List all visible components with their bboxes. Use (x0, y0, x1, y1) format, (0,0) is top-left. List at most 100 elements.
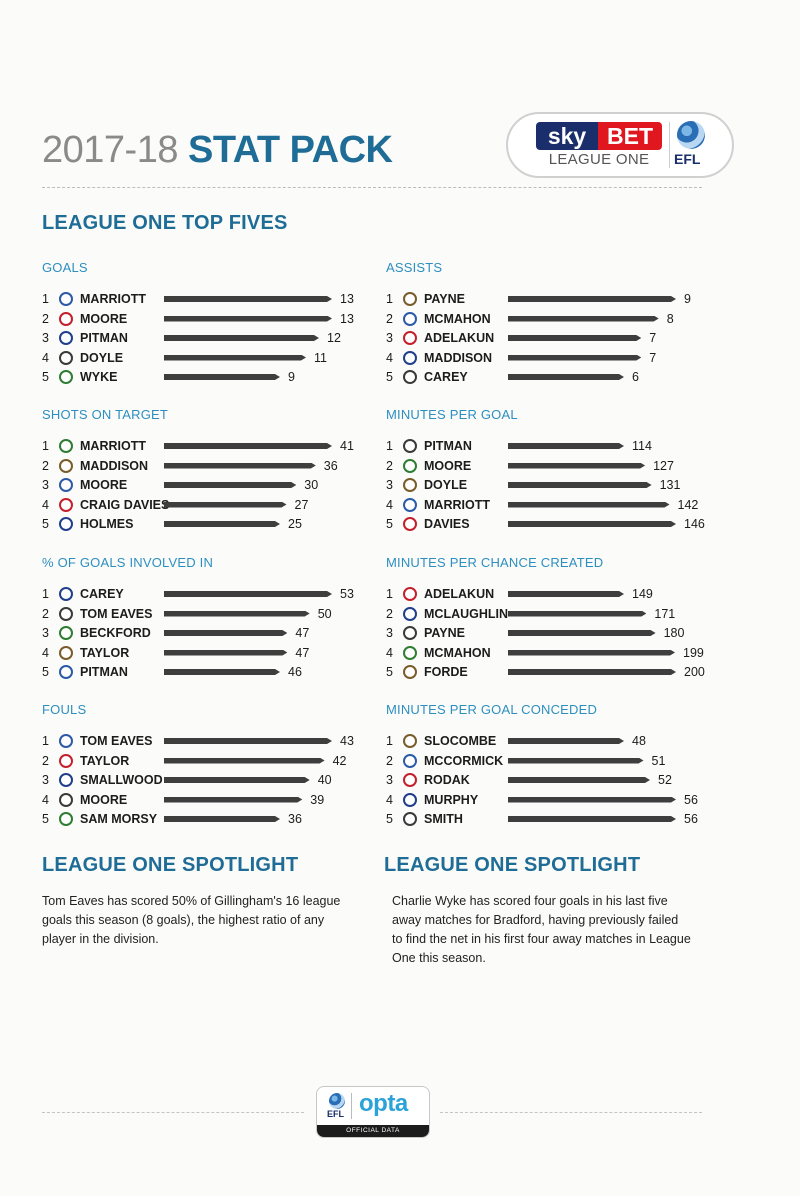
stat-bar (164, 738, 332, 744)
stat-bar (164, 816, 280, 822)
rank-number: 3 (386, 773, 393, 787)
stat-bar (508, 355, 641, 361)
stat-value: 9 (288, 370, 295, 384)
stat-bar (508, 482, 652, 488)
spotlight-heading-left: LEAGUE ONE SPOTLIGHT (42, 854, 299, 876)
stat-value: 7 (649, 331, 657, 345)
rank-number: 1 (42, 734, 49, 748)
stat-value: 43 (340, 734, 354, 748)
rank-number: 1 (42, 587, 49, 601)
stat-bar (164, 463, 316, 469)
club-crest-icon (59, 773, 73, 787)
sponsor-badge: sky BET LEAGUE ONE EFL (506, 112, 734, 178)
rank-number: 3 (42, 331, 49, 345)
stat-row: 3 RODAK 52 (386, 771, 724, 790)
club-crest-icon (59, 812, 73, 826)
club-crest-icon (403, 587, 417, 601)
stat-value: 46 (288, 665, 302, 679)
club-crest-icon (59, 665, 73, 679)
stat-value: 30 (304, 478, 319, 492)
club-crest-icon (403, 812, 417, 826)
player-name: TAYLOR (80, 753, 130, 768)
stat-value: 36 (323, 458, 338, 473)
logo-divider (351, 1093, 352, 1119)
player-name: MCLAUGHLIN (424, 606, 509, 621)
stat-value: 180 (663, 626, 685, 640)
badge-divider (669, 122, 670, 168)
rank-number: 3 (42, 626, 49, 640)
stat-row: 1 ADELAKUN 149 (386, 585, 724, 604)
season-label: 2017-18 (42, 129, 178, 171)
stat-row: 2 TAYLOR 42 (42, 752, 380, 771)
stat-value: 41 (340, 439, 354, 453)
stat-row: 3 PAYNE 180 (386, 624, 724, 643)
stat-row: 4 MADDISON 7 (386, 349, 724, 368)
club-crest-icon (59, 792, 73, 807)
stat-row: 2 MADDISON 36 (42, 457, 380, 476)
stat-bar (164, 443, 332, 449)
club-crest-icon (59, 497, 73, 512)
stat-value: 9 (684, 292, 691, 306)
player-name: MOORE (424, 458, 472, 473)
club-crest-icon (403, 311, 417, 326)
stat-row: 4 MARRIOTT 142 (386, 496, 724, 515)
stat-row: 1 TOM EAVES 43 (42, 732, 380, 751)
category-title-minutes-per-chance-created: MINUTES PER CHANCE CREATED (386, 555, 604, 570)
rank-number: 3 (386, 478, 393, 492)
club-crest-icon (59, 331, 73, 345)
opta-wordmark: opta (359, 1090, 408, 1117)
category-title-assists: ASSISTS (386, 260, 443, 275)
player-name: MCMAHON (424, 311, 491, 326)
footer-divider-left (42, 1112, 304, 1113)
club-crest-icon (403, 626, 417, 640)
rank-number: 2 (42, 753, 49, 768)
player-name: PITMAN (80, 665, 128, 679)
stat-value: 47 (295, 626, 310, 640)
club-crest-icon (403, 645, 417, 660)
rank-number: 4 (386, 792, 393, 807)
stat-value: 11 (314, 350, 327, 365)
stat-row: 2 MCCORMICK 51 (386, 752, 724, 771)
stat-row: 2 MOORE 13 (42, 310, 380, 329)
stat-row: 1 SLOCOMBE 48 (386, 732, 724, 751)
club-crest-icon (59, 645, 73, 660)
player-name: SAM MORSY (80, 812, 158, 826)
stat-bar (508, 443, 624, 449)
club-crest-icon (59, 734, 73, 748)
player-name: MARRIOTT (80, 439, 146, 453)
player-name: TAYLOR (80, 645, 130, 660)
stat-bar (508, 611, 646, 617)
stat-value: 56 (684, 792, 698, 807)
club-crest-icon (403, 792, 417, 807)
player-name: MCCORMICK (424, 753, 504, 768)
efl-label: EFL (674, 151, 701, 167)
footer-efl-label: EFL (327, 1109, 344, 1119)
player-name: DAVIES (424, 517, 470, 531)
stat-bar (164, 758, 325, 764)
stat-bar (164, 591, 332, 597)
stat-row: 3 PITMAN 12 (42, 329, 380, 348)
stat-value: 149 (632, 587, 653, 601)
stat-pack-label: STAT PACK (187, 129, 393, 171)
rank-number: 4 (42, 645, 49, 660)
stat-row: 5 HOLMES 25 (42, 515, 380, 534)
stat-row: 5 SAM MORSY 36 (42, 810, 380, 829)
club-crest-icon (403, 331, 417, 345)
stat-bar (164, 669, 280, 675)
rank-number: 2 (386, 311, 393, 326)
player-name: ADELAKUN (424, 587, 495, 601)
stat-bar (164, 374, 280, 380)
club-crest-icon (59, 370, 73, 384)
stat-row: 2 TOM EAVES 50 (42, 605, 380, 624)
rank-number: 1 (386, 734, 393, 748)
stat-row: 1 PAYNE 9 (386, 290, 724, 309)
player-name: DOYLE (80, 350, 124, 365)
stat-value: 146 (684, 517, 705, 531)
player-name: MURPHY (424, 792, 479, 807)
club-crest-icon (59, 292, 73, 306)
stat-bar (164, 797, 302, 803)
club-crest-icon (59, 626, 73, 640)
stat-row: 3 SMALLWOOD 40 (42, 771, 380, 790)
rank-number: 5 (42, 370, 49, 384)
